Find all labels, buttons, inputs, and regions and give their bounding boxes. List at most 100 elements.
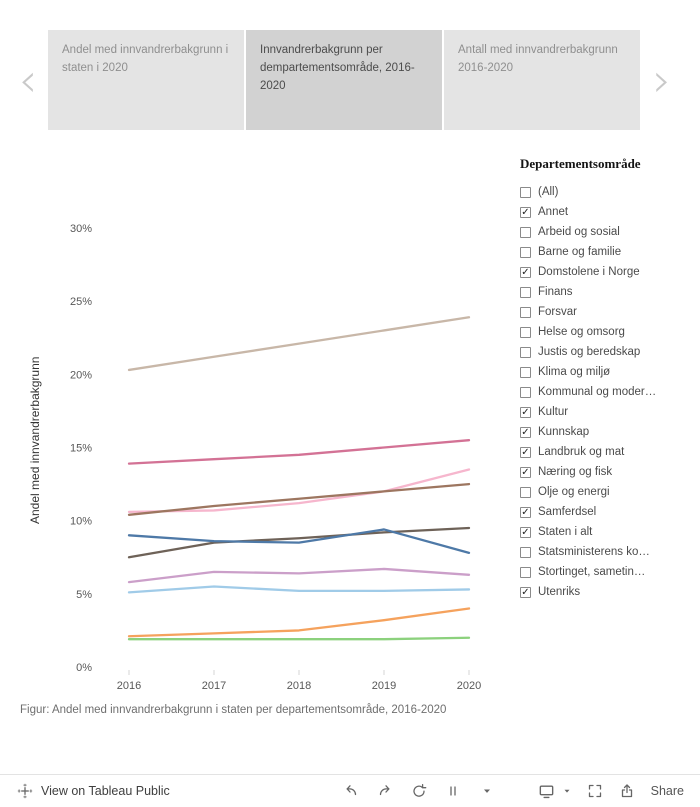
checkbox-checked-icon: ✓ <box>520 426 531 438</box>
filter-item-label: Justis og beredskap <box>538 346 641 358</box>
filter-item-justis-og-beredskap[interactable]: Justis og beredskap <box>520 342 700 362</box>
chart-area: Andel med innvandrerbakgrunn 0% 5% 10% 15% 2… <box>14 140 510 698</box>
filter-item-label: Domstolene i Norge <box>538 266 640 278</box>
filter-item-label: Kultur <box>538 406 569 418</box>
filter-item-label: Næring og fisk <box>538 466 613 478</box>
toolbar-caret-down-icon[interactable] <box>479 783 496 800</box>
filter-item-label: Statsministerens ko… <box>538 546 650 558</box>
chart-line-light-pink-line[interactable] <box>127 468 471 514</box>
tableau-dashboard: { "carousel": { "prev_icon": "‹", "next_… <box>0 30 700 807</box>
chart-line-brown-line[interactable] <box>127 482 471 516</box>
checkbox-checked-icon: ✓ <box>520 466 531 478</box>
filter-item-domstolene-i-norge[interactable]: ✓ Domstolene i Norge <box>520 262 700 282</box>
filter-item-label: Finans <box>538 286 573 298</box>
tab-antall-med-innvandrerbakgrunn[interactable]: Antall med innvandrerbakgrunn 2016-2020 <box>444 30 640 130</box>
checkbox-unchecked-icon <box>520 346 531 358</box>
filter-item-helse-og-omsorg[interactable]: Helse og omsorg <box>520 322 700 342</box>
carousel-prev-icon[interactable]: ‹ <box>18 53 38 107</box>
filter-title: Departementsområde <box>520 156 641 171</box>
dashboard-main: Andel med innvandrerbakgrunn 0% 5% 10% 15% 2… <box>0 140 700 698</box>
filter-item-samferdsel[interactable]: ✓ Samferdsel <box>520 502 700 522</box>
filter-item-label: Annet <box>538 206 569 218</box>
redo-icon[interactable] <box>377 783 394 800</box>
share-button[interactable]: Share <box>650 784 684 798</box>
carousel-next-icon[interactable]: › <box>652 53 672 107</box>
view-on-tableau-public-link[interactable]: View on Tableau Public <box>41 784 170 798</box>
filter-item-forsvar[interactable]: Forsvar <box>520 302 700 322</box>
filter-item-finans[interactable]: Finans <box>520 282 700 302</box>
filter-item-landbruk-og-mat[interactable]: ✓ Landbruk og mat <box>520 442 700 462</box>
filter-item-annet[interactable]: ✓ Annet <box>520 202 700 222</box>
checkbox-checked-icon: ✓ <box>520 206 531 218</box>
reset-icon[interactable] <box>411 783 428 800</box>
filter-item-barne-og-familie[interactable]: Barne og familie <box>520 242 700 262</box>
x-tick-label: 2019 <box>372 680 396 692</box>
download-caret-icon[interactable] <box>562 783 572 800</box>
filter-item-label: Kommunal og moder… <box>538 386 657 398</box>
chart-line-orange-line[interactable] <box>127 607 471 638</box>
chart-line-purple-line[interactable] <box>127 567 471 584</box>
x-tick-label: 2017 <box>202 680 226 692</box>
x-tick-label: 2020 <box>457 680 481 692</box>
checkbox-unchecked-icon <box>520 366 531 378</box>
checkbox-unchecked-icon <box>520 386 531 398</box>
tab-andel-med-innvandrerbakgrunn-2020[interactable]: Andel med innvandrerbakgrunn i staten i … <box>48 30 244 130</box>
y-tick-label: 0% <box>76 662 92 674</box>
checkbox-unchecked-icon <box>520 486 531 498</box>
checkbox-checked-icon: ✓ <box>520 406 531 418</box>
filter-item-label: Kunnskap <box>538 426 590 438</box>
download-icon[interactable] <box>538 783 555 800</box>
filter-item-label: Utenriks <box>538 586 581 598</box>
chart-line-blue-line[interactable] <box>127 528 471 555</box>
chart-line-dark-pink-line[interactable] <box>127 439 471 465</box>
filter-item-klima-og-milj[interactable]: Klima og miljø <box>520 362 700 382</box>
tab-carousel: ‹ Andel med innvandrerbakgrunn i staten … <box>0 30 700 130</box>
filter-item-label: Samferdsel <box>538 506 597 518</box>
fullscreen-icon[interactable] <box>587 783 604 800</box>
checkbox-checked-icon: ✓ <box>520 526 531 538</box>
filter-item-utenriks[interactable]: ✓ Utenriks <box>520 582 700 602</box>
x-tick-label: 2016 <box>117 680 141 692</box>
filter-list: (All) ✓ Annet Arbeid og sosial Barne og fami… <box>520 182 700 602</box>
y-tick-label: 25% <box>70 296 92 308</box>
filter-item-olje-og-energi[interactable]: Olje og energi <box>520 482 700 502</box>
filter-item-kultur[interactable]: ✓ Kultur <box>520 402 700 422</box>
filter-item-stortinget-sametin[interactable]: Stortinget, sametin… <box>520 562 700 582</box>
tab-innvandrerbakgrunn-per-departementsomrade[interactable]: Innvandrerbakgrunn per dempartementsområ… <box>246 30 442 130</box>
filter-item-all[interactable]: (All) <box>520 182 700 202</box>
checkbox-checked-icon: ✓ <box>520 586 531 598</box>
filter-item-kommunal-og-moder[interactable]: Kommunal og moder… <box>520 382 700 402</box>
filter-item-label: Staten i alt <box>538 526 593 538</box>
filter-item-label: Forsvar <box>538 306 577 318</box>
filter-panel: Departementsområde (All) ✓ Annet Arbeid og … <box>510 140 700 698</box>
filter-item-label: Landbruk og mat <box>538 446 625 458</box>
y-tick-label: 30% <box>70 223 92 235</box>
filter-item-statsministerens-ko[interactable]: Statsministerens ko… <box>520 542 700 562</box>
filter-item-n-ring-og-fisk[interactable]: ✓ Næring og fisk <box>520 462 700 482</box>
chart-line-light-blue-line[interactable] <box>127 585 471 594</box>
checkbox-checked-icon: ✓ <box>520 266 531 278</box>
checkbox-unchecked-icon <box>520 546 531 558</box>
filter-item-arbeid-og-sosial[interactable]: Arbeid og sosial <box>520 222 700 242</box>
checkbox-unchecked-icon <box>520 286 531 298</box>
pause-icon[interactable] <box>445 783 462 800</box>
checkbox-unchecked-icon <box>520 186 531 198</box>
y-tick-label: 15% <box>70 443 92 455</box>
filter-item-kunnskap[interactable]: ✓ Kunnskap <box>520 422 700 442</box>
tableau-logo-icon <box>16 783 33 800</box>
checkbox-checked-icon: ✓ <box>520 506 531 518</box>
toolbar-actions-group: Share <box>538 783 684 800</box>
filter-item-label: (All) <box>538 186 559 198</box>
filter-item-label: Olje og energi <box>538 486 610 498</box>
chart-line-green-line[interactable] <box>127 636 471 641</box>
chart-line-dark-gray-line[interactable] <box>127 526 471 559</box>
checkbox-unchecked-icon <box>520 566 531 578</box>
share-icon[interactable] <box>619 783 636 800</box>
checkbox-unchecked-icon <box>520 326 531 338</box>
filter-item-label: Klima og miljø <box>538 366 611 378</box>
chart-line-tan-line[interactable] <box>127 316 471 372</box>
undo-icon[interactable] <box>343 783 360 800</box>
y-tick-label: 10% <box>70 516 92 528</box>
filter-item-staten-i-alt[interactable]: ✓ Staten i alt <box>520 522 700 542</box>
filter-item-label: Barne og familie <box>538 246 622 258</box>
